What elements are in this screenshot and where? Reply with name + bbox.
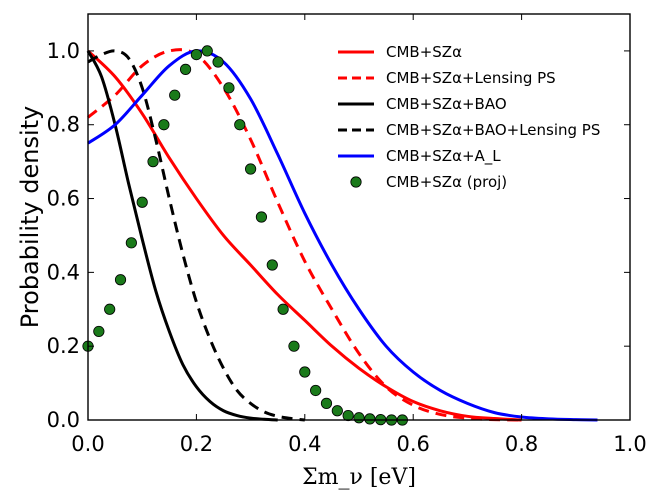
data-point-cmb-sz-proj: [125, 237, 137, 249]
legend-item-cmb-sz-proj: CMB+SZα (proj): [350, 173, 507, 191]
legend-item-cmb-sz: CMB+SZα: [338, 43, 462, 61]
data-point-cmb-sz-proj: [158, 119, 170, 131]
series-line-cmb-sz-lensing-ps: [87, 48, 522, 422]
data-point-cmb-sz-proj: [342, 409, 354, 422]
legend-item-cmb-sz-lensing-ps: CMB+SZα+Lensing PS: [338, 69, 556, 87]
data-point-cmb-sz-proj: [212, 56, 224, 68]
series-line-cmb-sz-bao: [86, 50, 278, 422]
legend-label: CMB+SZα: [386, 43, 462, 61]
legend-label: CMB+SZα+A_L: [386, 147, 501, 166]
data-point-cmb-sz-proj: [277, 303, 289, 315]
series-line-cmb-sz-a-l: [87, 49, 598, 422]
series-line-cmb-sz-bao-lensing-ps: [87, 49, 305, 422]
data-point-cmb-sz-proj: [93, 325, 105, 338]
y-tick-label: 0.6: [47, 187, 80, 211]
data-point-cmb-sz-proj: [223, 82, 235, 94]
x-tick-label: 0.6: [396, 432, 429, 456]
legend-label: CMB+SZα+BAO+Lensing PS: [386, 121, 600, 139]
y-tick-label: 1.0: [47, 39, 80, 63]
data-point-cmb-sz-proj: [114, 274, 127, 286]
data-point-cmb-sz-proj: [353, 412, 365, 424]
data-point-cmb-sz-proj: [266, 259, 278, 271]
legend-label: CMB+SZα+BAO: [386, 95, 507, 113]
legend-item-cmb-sz-bao-lensing-ps: CMB+SZα+BAO+Lensing PS: [338, 121, 600, 139]
x-tick-label: 0.8: [505, 432, 538, 456]
data-point-cmb-sz-proj: [136, 196, 148, 208]
y-tick-label: 0.2: [47, 334, 80, 358]
data-point-cmb-sz-proj: [234, 119, 246, 131]
data-point-cmb-sz-proj: [201, 45, 213, 57]
data-point-cmb-sz-proj: [179, 63, 192, 75]
y-axis-label: Probability density: [16, 106, 44, 329]
data-point-cmb-sz-proj: [299, 366, 311, 378]
plot-frame: [87, 13, 631, 421]
data-point-cmb-sz-proj: [310, 384, 322, 397]
data-point-cmb-sz-proj: [104, 303, 116, 315]
legend-marker: [350, 176, 362, 188]
legend-label: CMB+SZα (proj): [386, 173, 507, 191]
legend-item-cmb-sz-a-l: CMB+SZα+A_L: [338, 147, 501, 166]
data-point-cmb-sz-proj: [255, 211, 268, 223]
y-tick-label: 0.8: [47, 113, 80, 137]
y-tick-label: 0.0: [47, 408, 80, 432]
legend-item-cmb-sz-bao: CMB+SZα+BAO: [338, 95, 507, 113]
tick-layer: 0.0 0.2 0.4 0.6 0.8 1.0 0.0 0.2 0.4 0.6 0.8 1.0: [47, 14, 647, 456]
x-tick-label: 0.0: [71, 432, 104, 456]
x-axis-label: Σm_ν [eV]: [302, 465, 416, 490]
legend-label: CMB+SZα+Lensing PS: [386, 69, 556, 87]
x-tick-label: 0.2: [180, 432, 213, 456]
y-tick-label: 0.4: [47, 260, 80, 284]
legend: CMB+SZα CMB+SZα+Lensing PS CMB+SZα+BAO CMB+…: [338, 43, 600, 191]
data-point-cmb-sz-proj: [288, 340, 300, 352]
data-point-cmb-sz-proj: [320, 397, 333, 409]
series-line-cmb-sz: [86, 49, 522, 422]
data-point-cmb-sz-proj: [169, 89, 181, 101]
data-point-cmb-sz-proj: [245, 163, 257, 175]
data-point-cmb-sz-proj: [147, 156, 159, 168]
series-layer: [82, 45, 598, 426]
data-point-cmb-sz-proj: [364, 413, 376, 425]
data-point-cmb-sz-proj: [190, 48, 202, 61]
data-point-cmb-sz-proj: [331, 405, 343, 417]
x-tick-label: 1.0: [613, 432, 646, 456]
x-tick-label: 0.4: [288, 432, 321, 456]
